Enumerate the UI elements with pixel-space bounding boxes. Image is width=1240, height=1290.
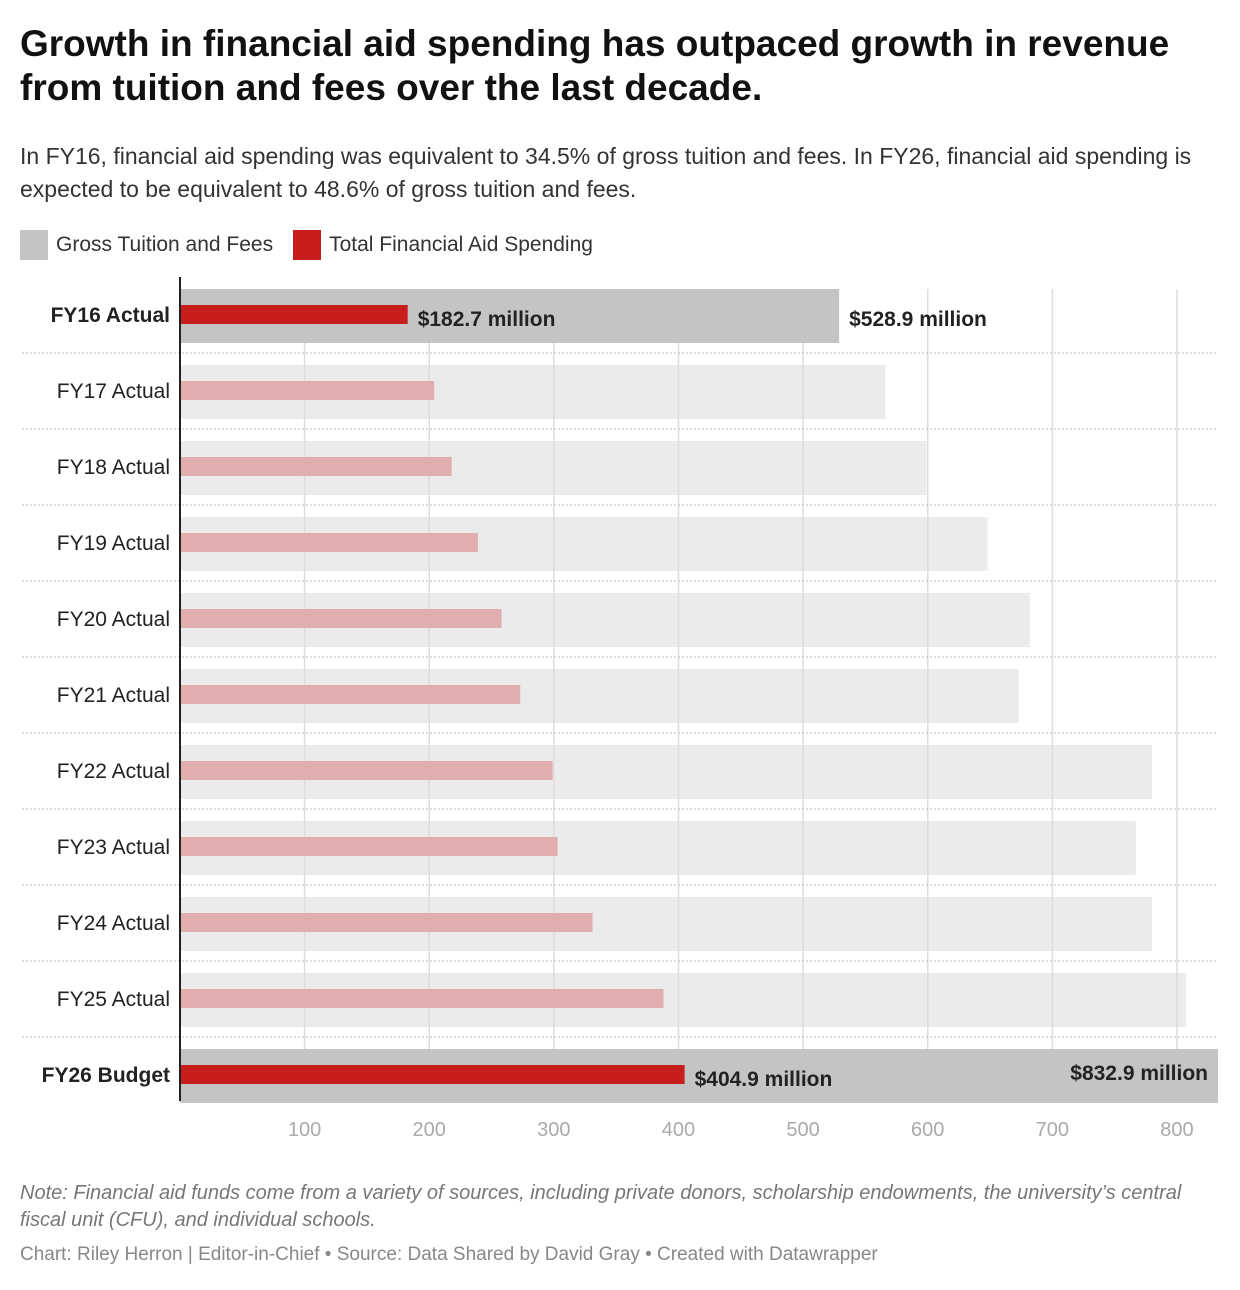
- aid-bar: [180, 913, 593, 932]
- category-label: FY23 Actual: [57, 836, 170, 859]
- chart-note: Note: Financial aid funds come from a va…: [20, 1182, 1182, 1231]
- x-tick-label: 700: [1036, 1119, 1069, 1141]
- aid-bar: [180, 305, 408, 324]
- x-tick-label: 600: [911, 1119, 944, 1141]
- x-tick-label: 200: [413, 1119, 446, 1141]
- aid-value-label: $182.7 million: [418, 308, 556, 331]
- legend: Gross Tuition and Fees Total Financial A…: [20, 230, 593, 260]
- category-label: FY26 Budget: [42, 1064, 170, 1087]
- aid-bar: [180, 457, 452, 476]
- legend-swatch: [20, 230, 48, 260]
- x-tick-label: 100: [288, 1119, 321, 1141]
- category-label: FY25 Actual: [57, 988, 170, 1011]
- category-label: FY20 Actual: [57, 608, 170, 631]
- legend-item-aid: Total Financial Aid Spending: [293, 230, 593, 260]
- category-label: FY21 Actual: [57, 684, 170, 707]
- aid-bar: [180, 989, 664, 1008]
- x-tick-label: 800: [1160, 1119, 1193, 1141]
- aid-bar: [180, 1065, 685, 1084]
- aid-bar: [180, 533, 478, 552]
- category-label: FY18 Actual: [57, 456, 170, 479]
- category-label: FY17 Actual: [57, 380, 170, 403]
- category-label: FY16 Actual: [51, 304, 170, 327]
- chart-title: Growth in financial aid spending has out…: [20, 23, 1170, 108]
- aid-bar: [180, 837, 558, 856]
- aid-bar: [180, 761, 553, 780]
- category-label: FY22 Actual: [57, 760, 170, 783]
- legend-label: Gross Tuition and Fees: [56, 233, 274, 256]
- aid-bar: [180, 381, 435, 400]
- category-label: FY19 Actual: [57, 532, 170, 555]
- aid-bar: [180, 609, 502, 628]
- category-label: FY24 Actual: [57, 912, 170, 935]
- gross-value-label: $832.9 million: [1070, 1062, 1208, 1085]
- x-tick-label: 500: [786, 1119, 819, 1141]
- x-tick-label: 400: [662, 1119, 695, 1141]
- legend-label: Total Financial Aid Spending: [329, 233, 593, 256]
- x-tick-label: 300: [537, 1119, 570, 1141]
- gross-value-label: $528.9 million: [849, 308, 987, 331]
- legend-item-gross: Gross Tuition and Fees: [20, 230, 273, 260]
- legend-swatch: [293, 230, 322, 260]
- aid-value-label: $404.9 million: [695, 1068, 833, 1091]
- bar-chart: 100 200 300 400 500 600 700 800 FY16 Actual $182.…: [22, 277, 1218, 1141]
- chart-subtitle: In FY16, financial aid spending was equi…: [20, 143, 1192, 202]
- aid-bar: [180, 685, 521, 704]
- chart-credit: Chart: Riley Herron | Editor-in-Chief • …: [20, 1244, 878, 1265]
